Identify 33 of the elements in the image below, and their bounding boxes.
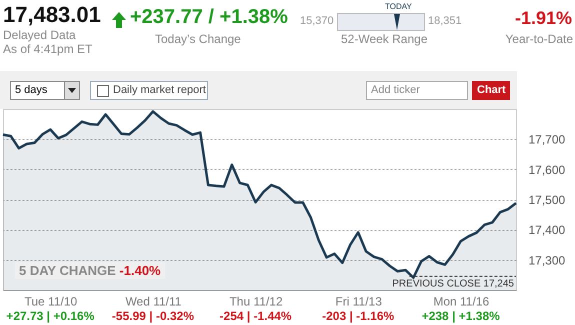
text: 18,351 (428, 15, 462, 27)
y-tick-label: 17,400 (528, 223, 566, 238)
text: TODAY (385, 2, 412, 11)
x-tick-label: Mon 11/16 (433, 294, 490, 308)
y-tick-label: 17,300 (528, 253, 566, 268)
text-field: Add ticker (366, 81, 468, 100)
ref-line-label: PREVIOUS CLOSE 17,245 (392, 278, 514, 290)
x-tick-label: Wed 11/11 (125, 294, 182, 308)
y-tick-label: 17,500 (528, 193, 566, 207)
text: 52-Week Range (341, 32, 428, 46)
text: +27.73 | +0.16% (6, 309, 95, 323)
text: +238 | +1.38% (422, 309, 500, 323)
y-tick-label: 17,700 (528, 132, 566, 147)
text: Year-to-Date (505, 32, 573, 46)
text: As of 4:41pm ET (3, 42, 92, 56)
x-tick-label: Thu 11/12 (229, 294, 283, 308)
text: -203 | -1.16% (322, 309, 395, 323)
button: Chart (472, 81, 510, 100)
text: +237.77 / +1.38% (130, 6, 288, 29)
text: -254 | -1.44% (220, 309, 292, 323)
y-tick-label: 17,600 (528, 162, 566, 177)
x-tick-label: Fri 11/13 (335, 294, 382, 308)
text: -55.99 | -0.32% (112, 309, 194, 323)
text: Today’s Change (155, 32, 241, 46)
dropdown: 5 days (10, 81, 80, 100)
text: -1.91% (514, 8, 572, 29)
annotation: 5 DAY CHANGE (19, 263, 116, 278)
text: Delayed Data (3, 28, 76, 42)
text: Daily market report (113, 83, 206, 98)
annotation: -1.40% (118, 263, 161, 278)
x-tick-label: Tue 11/10 (24, 294, 78, 308)
text: 17,483.01 (3, 2, 101, 28)
text: 15,370 (300, 15, 334, 27)
